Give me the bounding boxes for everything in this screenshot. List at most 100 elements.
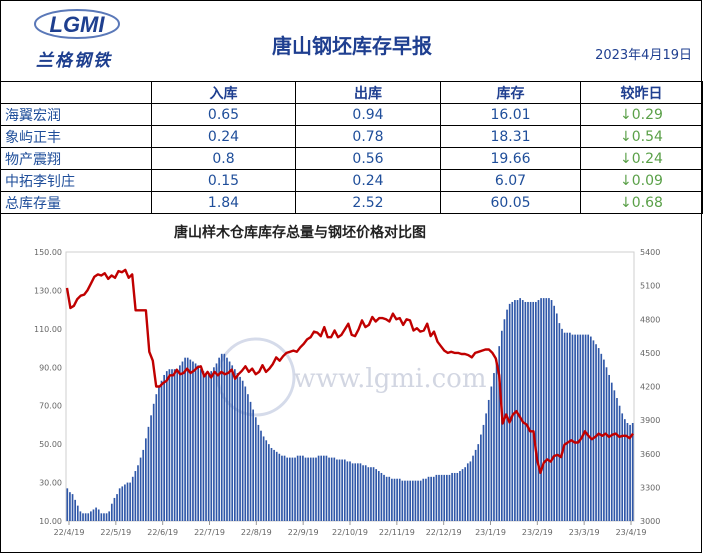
inventory-bar (448, 474, 451, 521)
inventory-bar (521, 300, 524, 521)
inventory-bar (192, 361, 194, 521)
inventory-bar (401, 480, 404, 521)
stock-value: 18.31 (440, 125, 581, 148)
inventory-bar (469, 461, 472, 521)
inventory-bar (354, 463, 357, 521)
inventory-bar (383, 474, 385, 521)
inventory-bar (322, 455, 325, 521)
inventory-bar (74, 499, 76, 521)
inventory-bar (500, 330, 503, 521)
inventory-bar (299, 455, 302, 521)
inventory-bar (302, 455, 304, 521)
inventory-bar (118, 488, 121, 521)
inventory-bar (364, 465, 367, 521)
inventory-bar (160, 380, 163, 521)
inventory-bar (587, 334, 590, 521)
inventory-bar (482, 424, 485, 521)
warehouse-name: 海翼宏润 (0, 103, 152, 126)
inventory-bar (349, 461, 351, 521)
x-tick-label: 22/5/19 (100, 528, 131, 537)
inventory-bar (254, 417, 257, 521)
inventory-bar (312, 457, 315, 521)
table-header-row: 入库 出库 库存 较昨日 (0, 81, 703, 104)
inventory-bar (233, 369, 236, 521)
inventory-bar (532, 301, 535, 521)
inventory-bar (464, 467, 467, 521)
inventory-bar (273, 449, 275, 521)
inventory-bar (252, 409, 254, 521)
outbound-value: 0.24 (295, 169, 441, 192)
inventory-bar (228, 361, 231, 521)
inventory-bar (205, 373, 207, 521)
y-right-tick-label: 5100 (640, 282, 660, 291)
inventory-bar (213, 367, 215, 521)
inventory-bar (150, 415, 152, 521)
inventory-bar (406, 480, 409, 521)
inventory-bar (283, 455, 286, 521)
x-tick-label: 22/10/19 (332, 528, 368, 537)
x-tick-label: 23/1/19 (475, 528, 506, 537)
inventory-bar (173, 369, 176, 521)
x-tick-label: 22/11/19 (379, 528, 415, 537)
inventory-bar (218, 357, 220, 521)
inventory-bar (79, 511, 82, 521)
inventory-bar (294, 457, 296, 521)
y-right-tick-label: 3900 (640, 416, 660, 425)
inventory-bar (456, 472, 459, 521)
column-header-in: 入库 (151, 81, 296, 104)
table-row-total: 总库存量 1.84 2.52 60.05 ↓0.68 (0, 191, 703, 214)
inventory-bar (275, 451, 278, 521)
inventory-bar (527, 301, 529, 521)
y-right-tick-label: 4800 (640, 315, 660, 324)
inventory-bar (375, 469, 378, 521)
inventory-bar (631, 423, 634, 521)
report-header: LGMI 兰格钢铁 唐山钢坯库存早报 2023年4月19日 (0, 0, 704, 80)
inventory-bar (260, 430, 262, 521)
inventory-bar (516, 300, 519, 521)
outbound-value: 2.52 (295, 191, 441, 214)
inventory-bar (582, 334, 584, 521)
inventory-bar (537, 300, 540, 521)
inventory-bar (474, 449, 477, 521)
inventory-bar (165, 371, 168, 521)
inventory-bar (278, 453, 281, 521)
inbound-value: 1.84 (151, 191, 296, 214)
inventory-bar (288, 457, 291, 521)
inventory-bar (362, 465, 364, 521)
inventory-bar (69, 492, 71, 521)
y-left-tick-label: 10.00 (39, 517, 62, 526)
inventory-bar (121, 486, 124, 521)
inventory-bar (411, 480, 414, 521)
inventory-bar (613, 390, 616, 521)
stock-value: 60.05 (440, 191, 581, 214)
logo-chinese-name: 兰格钢铁 (36, 51, 112, 71)
inventory-bar (391, 478, 393, 521)
inventory-bar (380, 472, 383, 521)
inventory-bar (576, 334, 579, 521)
inventory-bar (422, 478, 425, 521)
y-left-tick-label: 50.00 (39, 440, 62, 449)
inventory-bar (199, 369, 202, 521)
stock-value: 6.07 (440, 169, 581, 192)
inventory-bar (194, 363, 197, 521)
inventory-bar (393, 478, 396, 521)
inventory-bar (490, 386, 493, 521)
inventory-bar (113, 497, 116, 521)
inventory-bar (184, 357, 186, 521)
inventory-bar (592, 340, 595, 521)
inventory-bar (427, 476, 430, 521)
inventory-bar (440, 474, 443, 521)
change-value: ↓0.29 (580, 103, 703, 126)
change-value: ↓0.24 (580, 147, 703, 170)
inventory-bar (197, 365, 200, 521)
outbound-value: 0.56 (295, 147, 441, 170)
inventory-bar (472, 455, 474, 521)
report-date: 2023年4月19日 (595, 48, 692, 63)
inventory-bar (291, 457, 294, 521)
inventory-bar (189, 359, 192, 521)
y-left-tick-label: 30.00 (39, 479, 62, 488)
inventory-bar (309, 457, 312, 521)
inventory-bar (548, 298, 550, 521)
y-right-tick-label: 3300 (640, 483, 660, 492)
